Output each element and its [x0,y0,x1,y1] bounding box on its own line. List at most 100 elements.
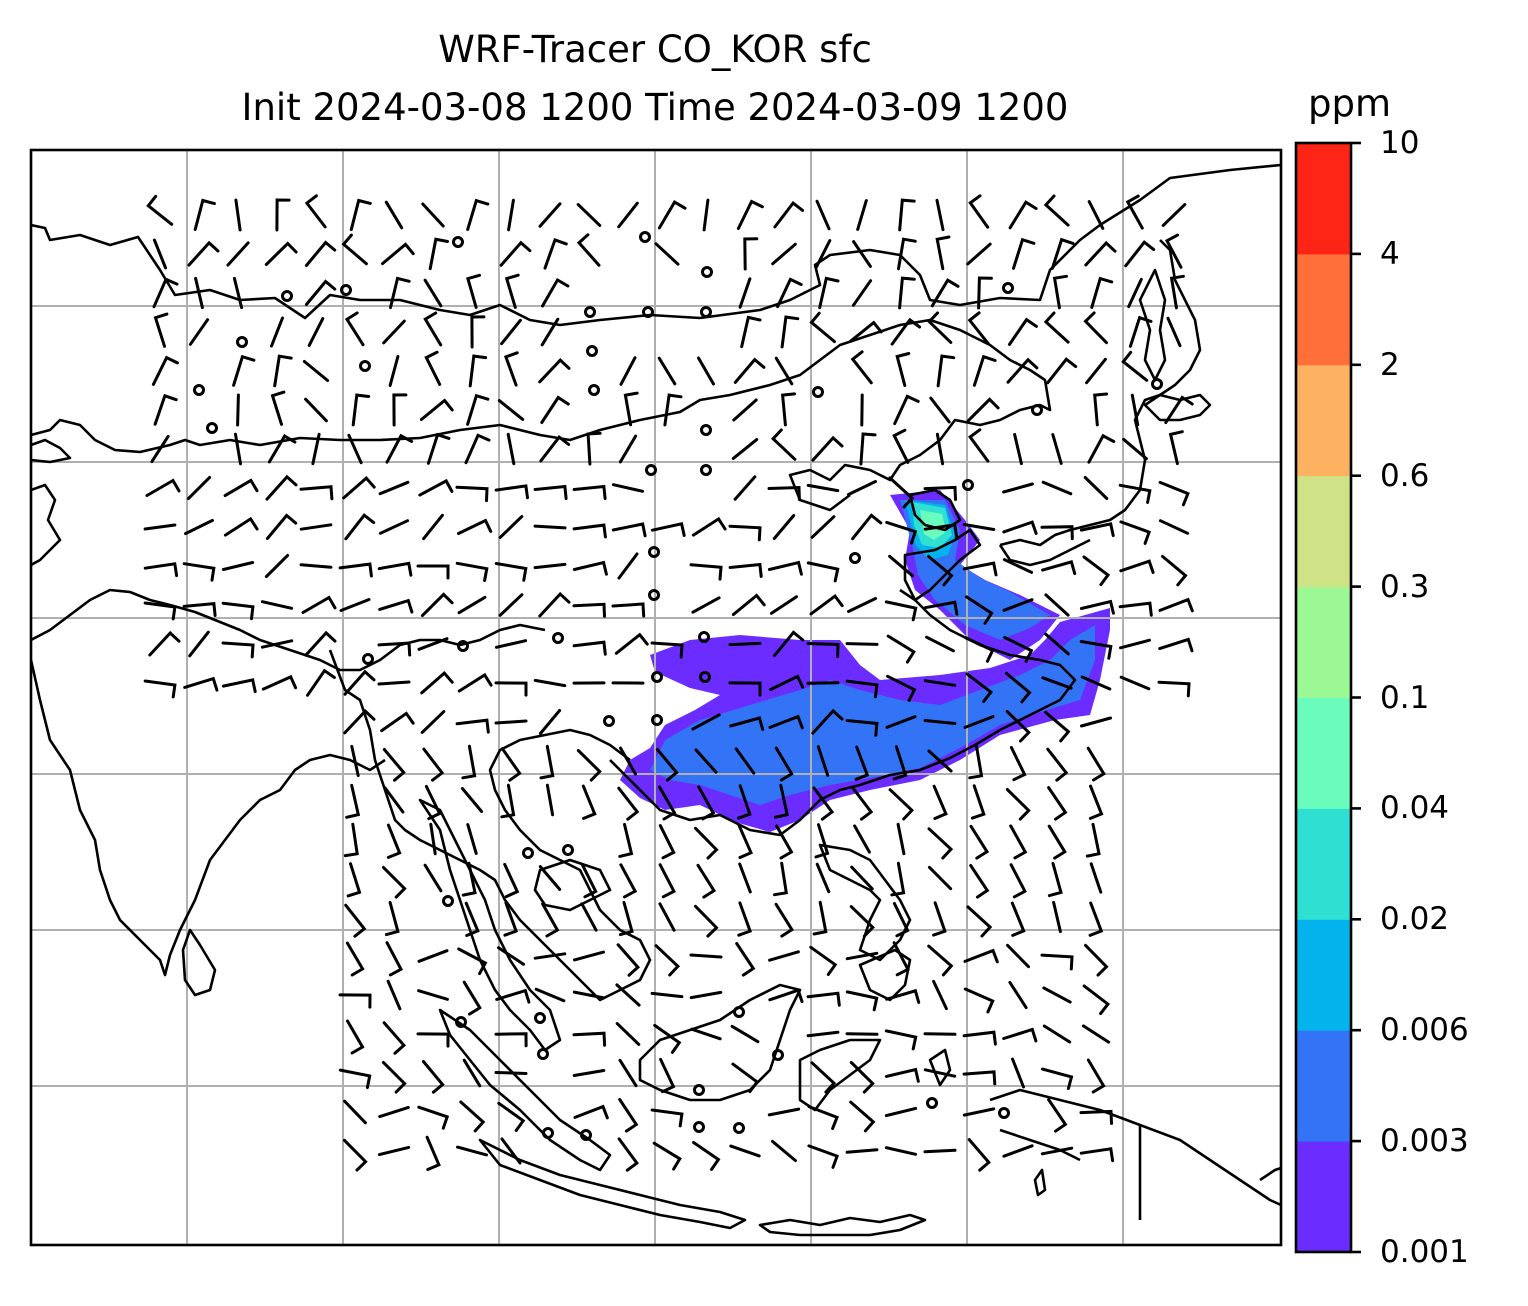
wind-barb [886,634,916,664]
wind-barb [347,433,363,465]
wind-barb [580,902,598,932]
wind-barb [470,315,486,349]
wind-barb [1158,637,1194,653]
wind-barb [812,786,835,821]
wind-barb [576,233,601,267]
wind-barb [968,194,990,229]
wind-barb [963,636,995,663]
wind-barb [573,1104,609,1120]
wind-barb [619,863,638,899]
wind-barb [935,235,951,271]
wind-barb [461,744,477,780]
wind-barb [849,1100,876,1133]
calm-wind-marker [772,1049,784,1061]
colorbar-tick-label: 0.04 [1380,790,1450,827]
wind-barb [694,826,719,860]
wind-barb [936,354,956,388]
wind-barb [342,1138,368,1172]
wind-barb [890,861,906,897]
wind-barb [851,513,883,541]
wind-barb [232,276,244,310]
wind-barb [193,198,216,231]
wind-barb [1090,276,1114,309]
wind-barb [232,354,256,387]
wind-barb [854,745,870,781]
wind-barb [923,1148,957,1154]
colorbar-tick-label: 0.006 [1380,1012,1469,1049]
wind-barb [1083,476,1109,500]
wind-barb [925,635,955,653]
wind-barb [658,863,676,899]
wind-barb [768,950,800,962]
wind-barb [653,1023,682,1054]
wind-barb [927,944,954,977]
wind-barb [1040,953,1074,971]
wind-barb [500,318,522,346]
wind-barb [1158,597,1194,613]
wind-barb [888,476,915,509]
wind-barb [533,952,567,960]
wind-barb [188,318,210,346]
wind-barb [1002,1144,1034,1158]
wind-barb [892,941,910,977]
wind-barb [265,474,298,501]
wind-barb [1047,1098,1068,1133]
colorbar-bin [1296,586,1351,698]
wind-barb [663,393,683,427]
wind-barb [618,901,634,937]
wind-barb [302,360,330,382]
wind-barb [264,553,290,579]
wind-barb [1119,675,1151,691]
wind-barb [737,823,753,859]
wind-barb [457,947,488,976]
wind-barb [1087,200,1105,230]
colorbar-bin [1296,808,1351,920]
wind-barb [1005,710,1031,743]
calm-wind-marker [642,306,654,318]
wind-barb [498,515,524,539]
wind-barb [771,1139,797,1163]
wind-barb [740,315,762,349]
wind-barb [267,434,297,464]
wind-barb [1044,710,1071,743]
wind-barb [1082,984,1111,1016]
wind-barb [182,562,216,582]
wind-barb [968,744,984,780]
wind-barb [539,744,555,780]
wind-barb [962,523,996,531]
wind-barb [350,744,360,778]
wind-barb [538,865,562,891]
calm-wind-marker [699,671,711,683]
wind-barb [424,350,442,386]
colorbar-bin [1296,143,1351,255]
wind-barb [1041,1067,1074,1090]
wind-barb [1042,986,1072,1004]
wind-barb [850,350,873,385]
wind-barb [809,311,836,344]
wind-barb [729,1144,761,1158]
wind-barb [273,354,293,388]
map-frame [29,148,1283,1247]
wind-barb [457,518,493,535]
wind-barb [852,240,872,268]
colorbar-tick-label: 10 [1380,125,1420,161]
wind-barb [146,194,174,226]
gridlines [31,150,1281,1245]
wind-barb [772,514,796,540]
wind-barb [152,238,168,270]
wind-barb [1009,746,1027,782]
wind-barb [659,1057,676,1094]
wind-barb [1088,901,1104,937]
wind-barb [850,865,874,891]
wind-barb [260,600,294,610]
wind-barb [655,748,679,782]
wind-barb [658,785,677,821]
wind-barb [732,398,758,422]
wind-barb [1169,274,1185,310]
wind-barb [386,823,402,859]
wind-barb [506,432,516,466]
wind-barb [459,1100,486,1133]
wind-barb [1119,638,1151,650]
calm-wind-marker [733,1006,745,1018]
